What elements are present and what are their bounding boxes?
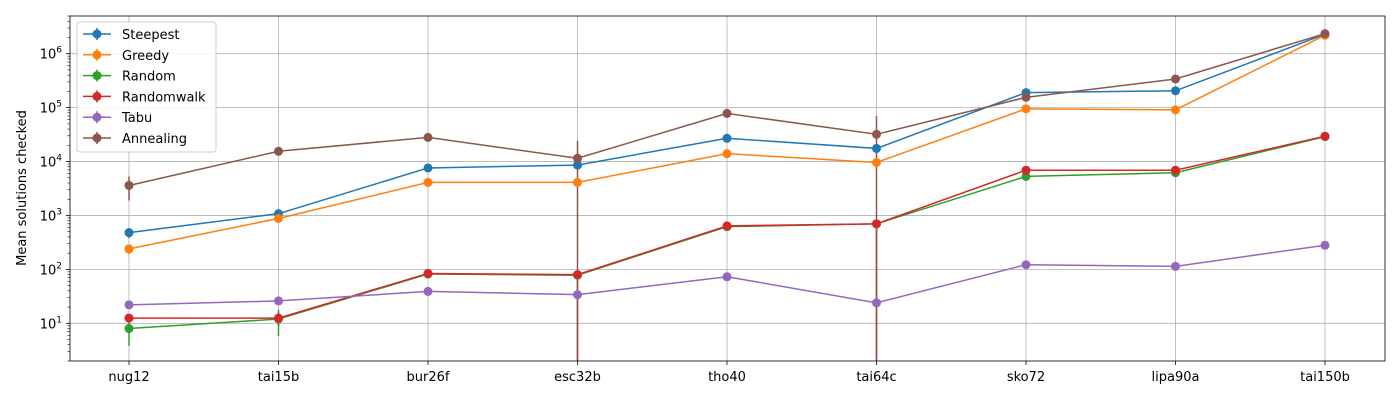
series-steepest-point [1171, 86, 1180, 96]
series-tabu-point [872, 298, 881, 308]
series-lines [124, 29, 1330, 334]
legend-randomwalk-marker [92, 91, 102, 101]
series-greedy-point [1021, 104, 1031, 114]
series-steepest-point [124, 228, 134, 238]
y-tick-label: 103 [40, 207, 62, 224]
series-annealing-point [722, 108, 732, 118]
series-random-point [1021, 171, 1031, 181]
series-tabu-point [1171, 261, 1180, 271]
series-annealing-point [1320, 29, 1330, 39]
series-random-point [124, 324, 134, 334]
x-tick-label: tai15b [258, 370, 299, 385]
series-randomwalk-point [573, 270, 582, 280]
y-tick-label: 101 [40, 315, 62, 332]
series-annealing-point [1171, 74, 1180, 84]
series-greedy-point [573, 177, 582, 187]
series-annealing-point [274, 146, 283, 156]
legend-greedy-label: Greedy [122, 49, 169, 64]
x-tick-label: sko72 [1007, 370, 1045, 385]
series-greedy-point [124, 244, 134, 254]
x-tick-labels: nug12 tai15b bur26f esc32b tho40 tai64c sko72 l… [108, 370, 1350, 385]
series-tabu-point [1320, 240, 1330, 250]
y-axis-label: Mean solutions checked [15, 110, 30, 266]
series-randomwalk-point [1320, 131, 1330, 141]
x-tick-label: bur26f [407, 370, 450, 385]
y-tick-labels: 101 102 103 104 105 106 [40, 46, 63, 333]
series-tabu-point [573, 290, 582, 300]
legend-random-marker [92, 71, 102, 81]
series-randomwalk-point [1171, 165, 1180, 175]
series-annealing-point [872, 129, 881, 139]
series-steepest-point [573, 160, 582, 170]
series-greedy-point [423, 177, 433, 187]
y-tick-label: 102 [40, 261, 62, 278]
x-tick-label: tai150b [1300, 370, 1350, 385]
legend-randomwalk-label: Randomwalk [122, 90, 206, 105]
series-greedy-point [722, 149, 732, 159]
series-tabu-point [1021, 260, 1031, 270]
series-randomwalk-point [274, 313, 283, 323]
series-greedy-point [274, 213, 283, 223]
grid [70, 16, 1385, 361]
x-tick-label: tai64c [856, 370, 896, 385]
x-tick-label: tho40 [708, 370, 746, 385]
series-annealing-point [573, 153, 582, 163]
series-tabu-point [722, 272, 732, 282]
legend-greedy-marker [92, 50, 102, 60]
series-annealing-point [1021, 92, 1031, 102]
y-tick-label: 104 [40, 154, 63, 171]
legend-steepest-marker [92, 29, 102, 39]
legend-tabu-marker [92, 112, 102, 122]
legend-box [76, 21, 217, 153]
legend-annealing-marker [92, 133, 102, 143]
series-annealing-point [124, 180, 134, 190]
legend-tabu-label: Tabu [121, 111, 152, 126]
series-randomwalk-point [872, 219, 881, 229]
series-steepest-point [722, 133, 732, 143]
series-steepest-point [423, 163, 433, 173]
y-tick-label: 105 [40, 100, 62, 117]
series-tabu-point [423, 286, 433, 296]
series-randomwalk-point [1021, 165, 1031, 175]
legend-annealing-label: Annealing [122, 132, 187, 147]
x-tick-label: nug12 [108, 370, 149, 385]
x-tick-label: lipa90a [1152, 370, 1200, 385]
series-tabu-point [124, 300, 134, 310]
series-annealing-point [423, 132, 433, 142]
plot-frame [69, 15, 1386, 362]
series-steepest-point [872, 143, 881, 153]
legend-steepest-label: Steepest [122, 28, 179, 43]
y-tick-label: 106 [40, 46, 63, 63]
series-randomwalk-point [722, 221, 732, 231]
series-randomwalk-point [124, 313, 134, 323]
series-randomwalk-point [423, 268, 433, 278]
x-tick-label: esc32b [554, 370, 601, 385]
legend-random-label: Random [122, 70, 176, 85]
legend: Steepest Greedy Random Randomwalk Tabu Anneal… [76, 21, 217, 153]
series-greedy-point [872, 157, 881, 167]
series-greedy-point [1171, 105, 1180, 115]
series-tabu-point [274, 296, 283, 306]
axes [66, 15, 1386, 365]
